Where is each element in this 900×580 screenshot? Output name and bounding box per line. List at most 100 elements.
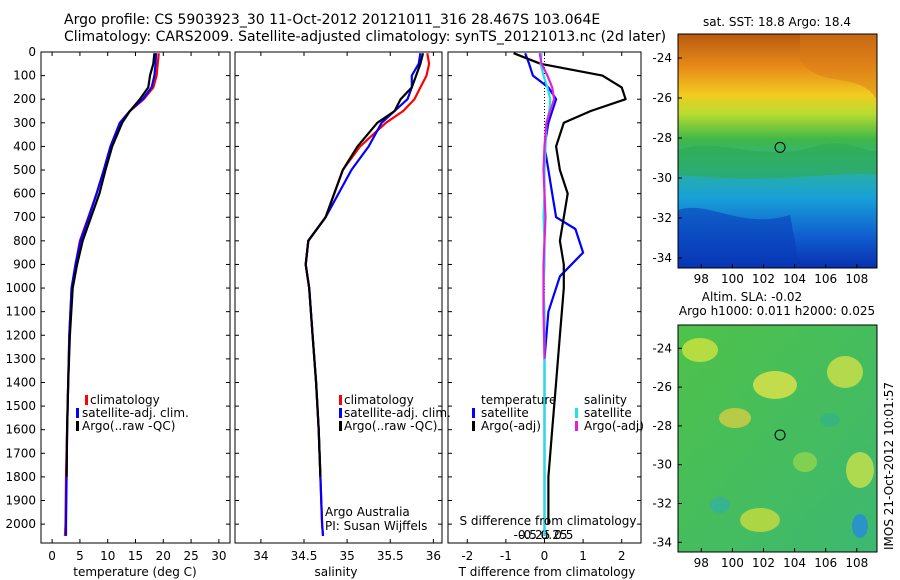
legend-swatch-argo [76,421,79,431]
sst-map-title: sat. SST: 18.8 Argo: 18.4 [703,15,851,29]
legend-swatch-argo [339,421,342,431]
depth-tick-label: 1600 [5,423,36,437]
difference-xlabel: T difference from climatology [458,565,636,579]
legend-swatch-climatology [85,395,88,405]
sla-map-axes: 98 100 102 104 106 108 -24 -26 -28 -30 -32 -34 [652,341,868,570]
legend-header-temperature: temperature [481,393,556,407]
depth-tick-label: 500 [13,163,36,177]
legend-label: Argo(-adj) [584,419,644,433]
legend-swatch-s-satellite [575,408,578,418]
sst-map-frame [677,33,878,269]
lat-tick-label: -24 [652,341,672,355]
depth-tick-label: 2000 [5,517,36,531]
difference-series-argo-adj- [513,52,627,525]
legend-swatch-satellite [76,408,79,418]
x-tick-label: -1 [500,549,512,563]
difference-xlabel-top: S difference from climatology [460,514,637,528]
lon-tick-label: 100 [721,556,744,570]
argo-float-marker [774,141,786,153]
salinity-annotation-2: PI: Susan Wijffels [325,519,427,533]
difference-legend: temperature salinity satellite Argo(-adj… [472,393,644,433]
x-tick-label: 35.5 [377,549,404,563]
sla-heatmap [678,325,877,552]
depth-tick-label: 1200 [5,328,36,342]
lon-tick-label: 98 [694,556,709,570]
x-tick-label: 1 [579,549,587,563]
legend-label: satellite [584,406,632,420]
lat-tick-label: -26 [652,380,672,394]
x-tick-label: 0 [541,549,549,563]
x-tick-label: 34.5 [291,549,318,563]
depth-tick-label: 600 [13,187,36,201]
depth-tick-label: 700 [13,210,36,224]
x-tick-label: 34 [253,549,268,563]
x-tick-label: 10 [100,549,115,563]
depth-tick-label: 400 [13,139,36,153]
x-tick-label: 36 [426,549,441,563]
lon-tick-label: 98 [694,272,709,286]
depth-tick-label: 1900 [5,494,36,508]
temperature-series-group [63,53,160,536]
x-tick-label: 35 [339,549,354,563]
s-tick-label: 0.25 [541,528,568,542]
s-tick-label: 0.5 [554,528,573,542]
depth-axis: 0 100 200 300 400 500 600 700 800 900 1000 1100 1200… [5,45,641,531]
salinity-series-group [304,52,431,536]
legend-swatch-t-argo [472,421,475,431]
x-axes: 0 5 10 15 20 25 30 34 34.5 35 35.5 36 -2 -1 0 1 2 -0.5-0.… [48,52,626,563]
x-tick-label: -2 [461,549,473,563]
legend-header-salinity: salinity [584,393,627,407]
temperature-legend: climatology satellite-adj. clim. Argo(..… [76,393,189,433]
lon-tick-label: 108 [845,272,868,286]
lat-tick-label: -30 [652,171,672,185]
depth-tick-label: 1400 [5,375,36,389]
depth-tick-label: 1800 [5,470,36,484]
salinity-series-climatology [304,53,431,536]
lon-tick-label: 104 [783,272,806,286]
lat-tick-label: -24 [652,51,672,65]
legend-label: Argo(..raw -QC) [82,419,175,433]
depth-tick-label: 1500 [5,399,36,413]
x-tick-label: 20 [156,549,171,563]
depth-tick-label: 0 [28,45,36,59]
depth-tick-label: 1700 [5,446,36,460]
temperature-series-climatology [63,53,160,536]
x-tick-label: 25 [183,549,198,563]
lon-tick-label: 108 [845,556,868,570]
depth-tick-label: 300 [13,116,36,130]
lon-tick-label: 106 [814,556,837,570]
page-title-line2: Climatology: CARS2009. Satellite-adjuste… [64,29,667,45]
depth-tick-label: 200 [13,92,36,106]
sst-heatmap [678,34,877,268]
depth-tick-label: 1100 [5,305,36,319]
salinity-series-argo-raw-qc- [304,52,425,477]
depth-tick-label: 800 [13,234,36,248]
x-tick-label: 5 [76,549,84,563]
lon-tick-label: 102 [752,272,775,286]
legend-label: Argo(-adj) [481,419,541,433]
x-tick-label: 30 [211,549,226,563]
legend-swatch-t-satellite [472,408,475,418]
depth-tick-label: 100 [13,69,36,83]
salinity-xlabel: salinity [314,565,357,579]
temperature-series-satellite-adj-clim- [64,53,158,536]
page-title-line1: Argo profile: CS 5903923_30 11-Oct-2012 … [64,12,601,28]
legend-label: Argo(..raw -QC) [344,419,437,433]
lat-tick-label: -32 [652,496,672,510]
salinity-series-satellite-adj-clim- [304,53,422,536]
profile-lines [63,52,627,543]
salinity-plot-frame [234,51,443,544]
depth-tick-label: 1000 [5,281,36,295]
lat-tick-label: -32 [652,211,672,225]
sst-map-axes: 98 100 102 104 106 108 -24 -26 -28 -30 -32 -34 [652,51,868,286]
temperature-xlabel: temperature (deg C) [73,565,196,579]
difference-series-satellite [524,52,585,536]
lat-tick-label: -26 [652,91,672,105]
temperature-series-argo-raw-qc- [65,53,156,477]
legend-swatch-climatology [339,395,342,405]
lat-tick-label: -34 [652,251,672,265]
lon-tick-label: 102 [752,556,775,570]
depth-tick-label: 1300 [5,352,36,366]
lon-tick-label: 106 [814,272,837,286]
